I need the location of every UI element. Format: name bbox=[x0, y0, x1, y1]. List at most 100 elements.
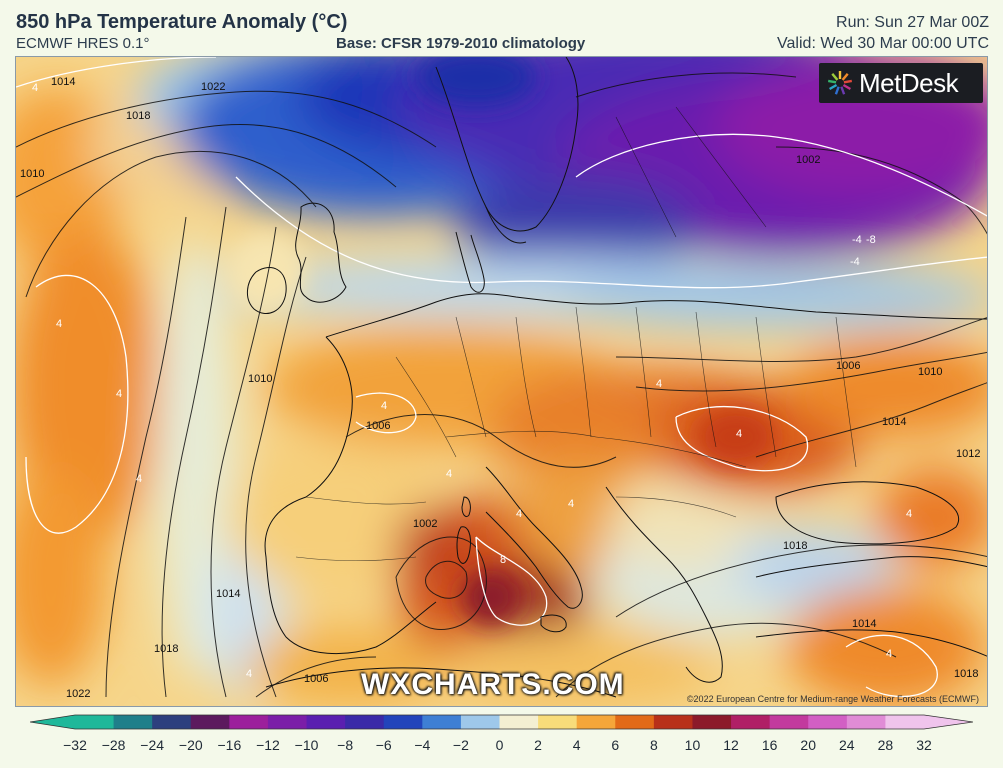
anomaly-label: -4 bbox=[850, 256, 860, 268]
legend-tick-label: −24 bbox=[140, 737, 165, 753]
legend-tick-label: 8 bbox=[649, 737, 658, 753]
legend-tick-label: 16 bbox=[761, 737, 778, 753]
legend-swatch bbox=[808, 715, 848, 729]
isobar-label: 1022 bbox=[66, 688, 90, 700]
legend-swatch bbox=[615, 715, 655, 729]
isobar-label: 1006 bbox=[366, 420, 390, 432]
anomaly-label: 4 bbox=[56, 318, 62, 330]
legend-swatch bbox=[460, 715, 501, 729]
isobar-label: 1002 bbox=[796, 154, 820, 166]
legend-tick-label: 2 bbox=[534, 737, 542, 753]
legend-tick-label: −28 bbox=[101, 737, 126, 753]
legend-arrow-left bbox=[30, 715, 75, 729]
isobars bbox=[16, 72, 987, 698]
anomaly-label: 4 bbox=[516, 508, 522, 520]
climatology-base: Base: CFSR 1979-2010 climatology bbox=[336, 35, 586, 52]
legend-swatch bbox=[885, 715, 925, 729]
legend-swatch bbox=[422, 715, 462, 729]
anomaly-label: 4 bbox=[886, 648, 892, 660]
legend-tick-label: −32 bbox=[63, 737, 87, 753]
chart-title: 850 hPa Temperature Anomaly (°C) bbox=[16, 11, 348, 33]
anomaly-label: -8 bbox=[866, 234, 876, 246]
isobar-label: 1002 bbox=[413, 518, 437, 530]
legend-tick-label: −12 bbox=[256, 737, 280, 753]
legend-swatch bbox=[152, 715, 192, 729]
legend-swatch bbox=[229, 715, 269, 729]
country-borders bbox=[295, 106, 857, 562]
wxcharts-watermark: WXCHARTS.COM bbox=[361, 668, 625, 701]
legend-bar bbox=[30, 714, 973, 730]
color-legend: −32 −28 −24 −20 −16 −12 −10 −8 −6 −4 −2 0 2 4 6 8 10 12 16… bbox=[30, 713, 973, 761]
legend-swatch bbox=[190, 715, 230, 729]
legend-tick-label: 28 bbox=[877, 737, 894, 753]
legend-swatch bbox=[538, 715, 578, 729]
isobar-label: 1018 bbox=[154, 643, 178, 655]
legend-tick-label: 10 bbox=[684, 737, 701, 753]
anomaly-label: 4 bbox=[446, 468, 452, 480]
model-name: ECMWF HRES 0.1° bbox=[16, 35, 150, 52]
isobar-label: 1006 bbox=[304, 673, 328, 685]
legend-tick-label: −20 bbox=[178, 737, 203, 753]
anomaly-label: 4 bbox=[906, 508, 912, 520]
isobar-label: 1010 bbox=[20, 168, 44, 180]
isobar-label: 1014 bbox=[216, 588, 240, 600]
valid-time: Valid: Wed 30 Mar 00:00 UTC bbox=[777, 35, 989, 52]
legend-swatch bbox=[731, 715, 771, 729]
legend-swatch bbox=[383, 715, 423, 729]
anomaly-field bbox=[16, 57, 987, 706]
isobar-labels: 1014 1018 1010 1022 1002 1006 1010 1014 … bbox=[20, 76, 980, 700]
isobar-label: 1010 bbox=[248, 373, 272, 385]
anomaly-label: 4 bbox=[381, 400, 387, 412]
legend-tick-label: 24 bbox=[839, 737, 855, 753]
anomaly-map: 1014 1018 1010 1022 1002 1006 1010 1014 … bbox=[15, 56, 988, 707]
legend-tick-label: −6 bbox=[375, 737, 392, 753]
anomaly-label: 4 bbox=[136, 473, 142, 485]
legend-outline bbox=[30, 714, 973, 730]
legend-swatch bbox=[306, 715, 346, 729]
legend-swatch bbox=[653, 715, 694, 729]
legend-tick-label: 20 bbox=[800, 737, 817, 753]
coastlines bbox=[247, 57, 987, 698]
map-canvas: 1014 1018 1010 1022 1002 1006 1010 1014 … bbox=[16, 57, 987, 706]
legend-swatch bbox=[846, 715, 887, 729]
isobar-label: 1014 bbox=[852, 618, 876, 630]
metdesk-logo-text: MetDesk bbox=[859, 67, 959, 98]
anomaly-label: 4 bbox=[246, 668, 252, 680]
isobar-label: 1018 bbox=[954, 668, 978, 680]
legend-swatch bbox=[499, 715, 539, 729]
legend-swatch bbox=[576, 715, 616, 729]
isobar-label: 1014 bbox=[51, 76, 75, 88]
anomaly-label: 4 bbox=[568, 498, 574, 510]
legend-tick-label: −8 bbox=[337, 737, 354, 753]
legend-tick-label: −4 bbox=[414, 737, 431, 753]
run-time: Run: Sun 27 Mar 00Z bbox=[836, 14, 989, 31]
anomaly-label: 8 bbox=[500, 554, 506, 566]
isobar-label: 1018 bbox=[783, 540, 807, 552]
legend-tick-label: 0 bbox=[495, 737, 504, 753]
anomaly-label: 4 bbox=[32, 82, 38, 94]
legend-tick-label: 6 bbox=[611, 737, 620, 753]
isobar-label: 1012 bbox=[956, 448, 980, 460]
ecmwf-copyright: ©2022 European Centre for Medium-range W… bbox=[686, 694, 979, 704]
legend-swatch bbox=[692, 715, 732, 729]
legend-tick-label: −2 bbox=[452, 737, 469, 753]
legend-tick-label: 12 bbox=[723, 737, 739, 753]
legend-tick-label: −10 bbox=[294, 737, 319, 753]
legend-swatch bbox=[345, 715, 385, 729]
anomaly-label: -4 bbox=[852, 234, 862, 246]
anomaly-label: 4 bbox=[736, 428, 742, 440]
anomaly-label: 4 bbox=[116, 388, 122, 400]
metdesk-logo-icon bbox=[827, 71, 853, 95]
legend-swatch bbox=[113, 715, 153, 729]
chart-header: 850 hPa Temperature Anomaly (°C) ECMWF H… bbox=[0, 0, 1003, 56]
isobar-label: 1018 bbox=[126, 110, 150, 122]
legend-tick-label: 4 bbox=[572, 737, 581, 753]
isobar-label: 1010 bbox=[918, 366, 942, 378]
legend-arrow-right bbox=[924, 715, 973, 729]
legend-swatch bbox=[267, 715, 308, 729]
legend-tick-label: 32 bbox=[916, 737, 932, 753]
anomaly-label: 4 bbox=[656, 378, 662, 390]
isobar-label: 1014 bbox=[882, 416, 906, 428]
isobar-label: 1022 bbox=[201, 81, 225, 93]
legend-swatch bbox=[75, 715, 115, 729]
